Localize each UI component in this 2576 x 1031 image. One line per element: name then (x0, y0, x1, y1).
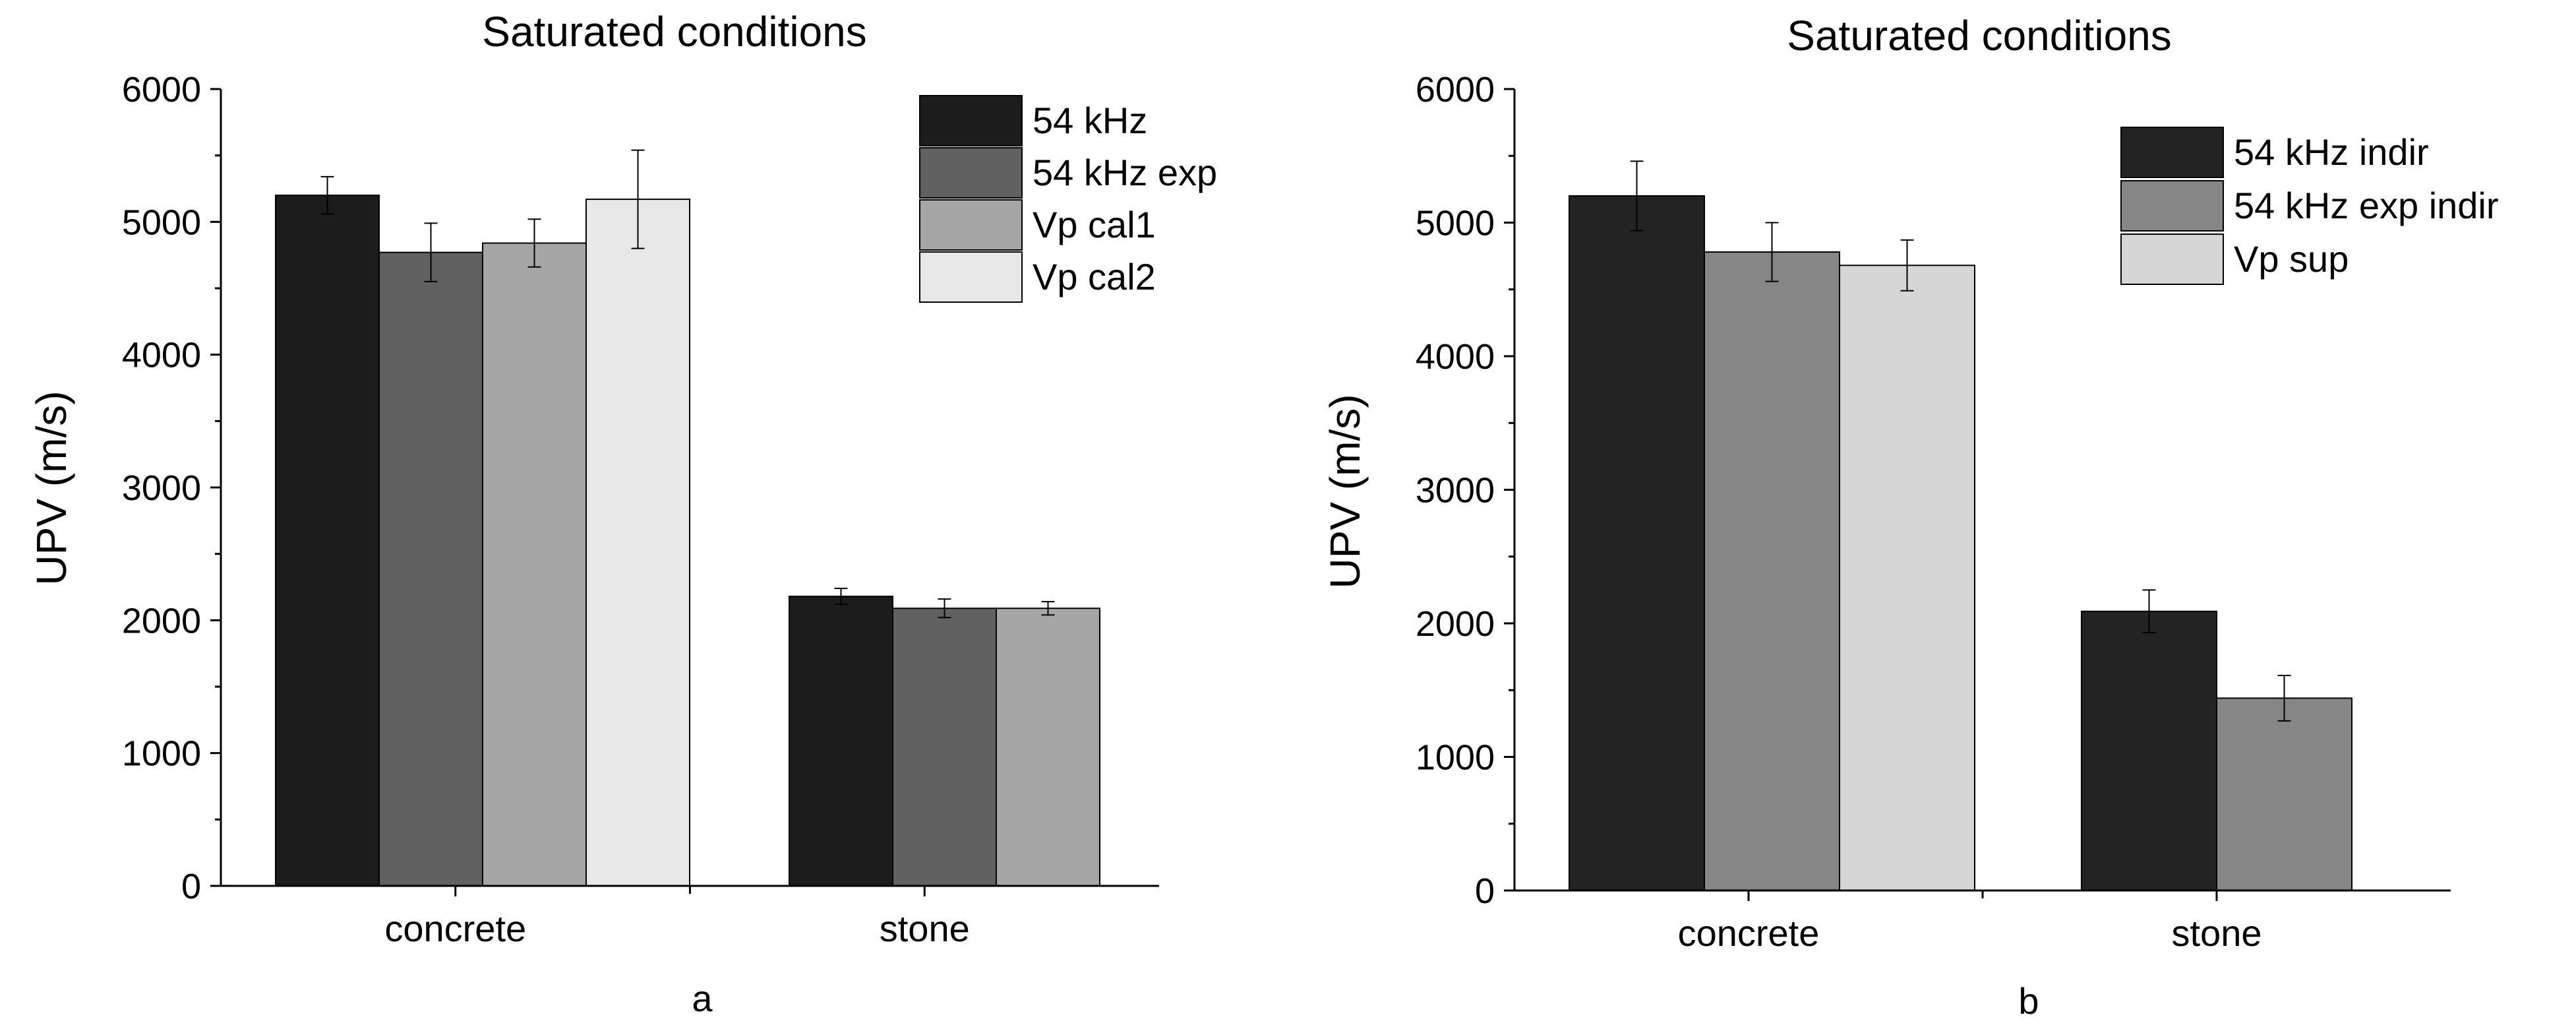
legend-label: Vp sup (2234, 238, 2349, 280)
bar-stone-0 (2081, 610, 2217, 892)
bar-stone-1 (892, 608, 997, 887)
bar-concrete-2 (1839, 265, 1975, 891)
y-tick-label: 3000 (1416, 471, 1495, 511)
panel-label: b (2018, 980, 2039, 1022)
legend-swatch (2120, 234, 2224, 285)
y-tick-label: 5000 (1416, 204, 1495, 243)
y-tick-label: 3000 (122, 468, 201, 508)
legend-swatch (919, 251, 1023, 303)
y-tick-label: 0 (1475, 871, 1495, 911)
legend-item: 54 kHz exp indir (2120, 180, 2499, 232)
error-bar-concrete-1 (424, 222, 438, 282)
legend-label: 54 kHz indir (2234, 131, 2429, 173)
y-tick-label: 6000 (1416, 70, 1495, 109)
legend-label: 54 kHz (1033, 100, 1147, 141)
bar-concrete-3 (585, 199, 690, 887)
legend-swatch (2120, 127, 2224, 178)
error-bar-stone-1 (2277, 674, 2291, 722)
bar-concrete-0 (275, 195, 380, 887)
error-bar-concrete-1 (1765, 222, 1779, 282)
x-ticks: concrete stone (384, 886, 970, 949)
legend-item: 54 kHz exp (919, 147, 1217, 199)
error-bar-stone-0 (834, 588, 848, 606)
legend-label: 54 kHz exp indir (2234, 185, 2499, 226)
chart-title: Saturated conditions (1787, 12, 2172, 59)
y-tick-label: 5000 (122, 203, 201, 242)
legend-swatch (919, 95, 1023, 146)
legend-swatch (919, 147, 1023, 199)
legend-label: Vp cal2 (1033, 256, 1156, 297)
x-tick-label: stone (880, 908, 970, 949)
panel-label: a (692, 978, 713, 1019)
y-axis-label: UPV (m/s) (28, 391, 75, 585)
error-bar-concrete-0 (320, 175, 334, 215)
legend-swatch (2120, 180, 2224, 232)
x-tick-label: concrete (1678, 912, 1820, 954)
legend-item: 54 kHz (919, 95, 1147, 146)
error-bar-concrete-2 (1900, 239, 1914, 292)
bar-stone-2 (996, 608, 1100, 887)
error-bar-stone-2 (1041, 601, 1055, 616)
legend-item: Vp cal2 (919, 251, 1156, 303)
error-bar-stone-0 (2142, 589, 2156, 634)
x-tick-label: stone (2172, 912, 2262, 954)
y-tick-label: 4000 (122, 336, 201, 375)
y-tick-label: 0 (181, 867, 201, 906)
y-ticks: 0 1000 2000 3000 4000 5000 6000 (1416, 70, 1514, 911)
error-bar-concrete-2 (527, 218, 541, 268)
y-tick-label: 1000 (122, 734, 201, 774)
error-bar-concrete-0 (1630, 160, 1644, 232)
legend-label: 54 kHz exp (1033, 152, 1217, 193)
chart-panel-a: Saturated conditions 54 kHz 54 kHz exp Vp … (28, 8, 1217, 1019)
chart-title: Saturated conditions (482, 8, 867, 55)
legend: 54 kHz 54 kHz exp Vp cal1 Vp cal2 (919, 95, 1217, 303)
y-axis-label: UPV (m/s) (1321, 394, 1369, 588)
y-tick-label: 1000 (1416, 738, 1495, 778)
legend-item: Vp sup (2120, 234, 2349, 285)
legend-item: Vp cal1 (919, 199, 1156, 251)
bar-concrete-0 (1569, 195, 1705, 891)
error-bar-concrete-3 (631, 149, 645, 249)
y-tick-label: 6000 (122, 70, 201, 109)
y-tick-label: 2000 (122, 601, 201, 640)
x-ticks: concrete stone (1678, 890, 2262, 954)
bar-concrete-1 (1704, 251, 1840, 891)
legend-swatch (919, 199, 1023, 251)
error-bar-stone-1 (938, 598, 951, 619)
bar-stone-1 (2216, 697, 2352, 892)
legend-item: 54 kHz indir (2120, 127, 2429, 178)
legend-label: Vp cal1 (1033, 204, 1156, 245)
bar-concrete-2 (482, 242, 587, 887)
y-ticks: 0 1000 2000 3000 4000 5000 6000 (122, 70, 221, 906)
bars-group (1569, 160, 2352, 892)
bar-concrete-1 (378, 251, 483, 887)
bars-group (275, 149, 1100, 887)
legend: 54 kHz indir 54 kHz exp indir Vp sup (2120, 127, 2499, 285)
x-tick-label: concrete (384, 908, 526, 949)
y-tick-label: 4000 (1416, 337, 1495, 377)
y-tick-label: 2000 (1416, 604, 1495, 644)
bar-stone-0 (789, 596, 893, 887)
